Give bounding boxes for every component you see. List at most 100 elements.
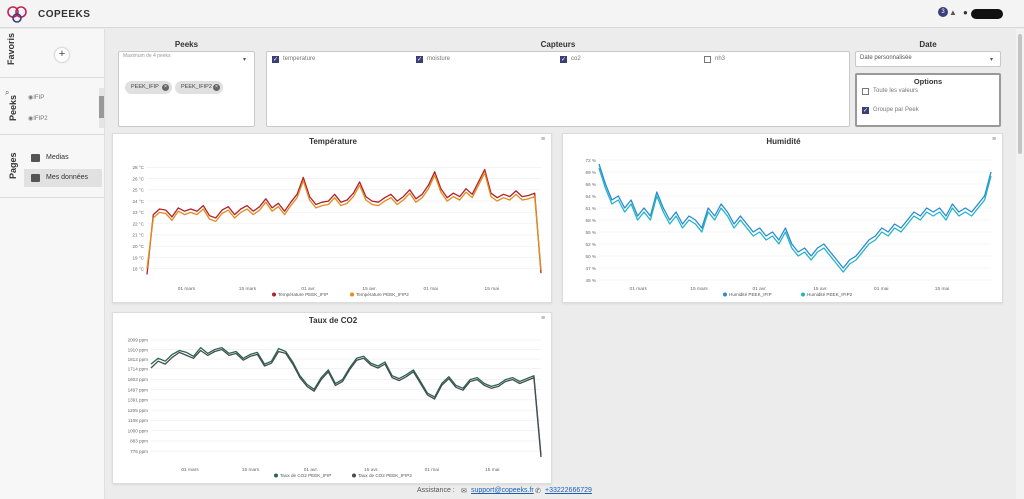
legend-label: Taux de CO2 PEEK_IFIP2 bbox=[358, 473, 412, 478]
y-tick-label: 22 °C bbox=[132, 221, 144, 226]
data-icon bbox=[31, 174, 40, 182]
dropdown-arrow-icon[interactable]: ▾ bbox=[990, 57, 994, 63]
media-icon bbox=[31, 154, 40, 162]
x-tick-label: 15 mars bbox=[242, 467, 260, 473]
x-tick-label: 15 avr. bbox=[813, 286, 827, 292]
x-tick-label: 15 mai bbox=[485, 467, 499, 473]
sidebar-item-mes-donnees[interactable]: Mes données bbox=[24, 169, 102, 187]
y-tick-label: 19 °C bbox=[132, 255, 144, 260]
peek-chip[interactable]: PEEK_IFIP × bbox=[125, 81, 172, 94]
support-phone-link[interactable]: +33222666729 bbox=[545, 487, 592, 494]
series-line bbox=[150, 346, 542, 456]
app-title: COPEEKS bbox=[38, 9, 91, 20]
y-tick-label: 72 % bbox=[586, 158, 596, 163]
checkbox-nh3[interactable] bbox=[704, 56, 711, 63]
sidebar-peek-item[interactable]: ◉IFIP2 bbox=[28, 116, 48, 122]
remove-chip-icon[interactable]: × bbox=[162, 84, 169, 91]
remove-chip-icon[interactable]: × bbox=[213, 84, 220, 91]
y-tick-label: 2009 ppm bbox=[128, 338, 149, 343]
x-tick-label: 01 avr. bbox=[301, 286, 315, 292]
y-tick-label: 21 °C bbox=[132, 233, 144, 238]
checkbox-label: nh3 bbox=[715, 56, 726, 62]
checkbox-co2[interactable] bbox=[560, 56, 567, 63]
co2-chart: 2009 ppm 1910 ppm 1812 ppm 1714 ppm 1603 ppm… bbox=[128, 338, 542, 478]
y-tick-label: 52 % bbox=[586, 242, 596, 247]
capteurs-filter-title: Capteurs bbox=[540, 40, 576, 49]
legend-marker bbox=[272, 292, 276, 297]
y-tick-label: 18 °C bbox=[132, 267, 144, 272]
sidebar-item-medias[interactable]: Medias bbox=[24, 149, 102, 167]
pages-label: Pages bbox=[8, 152, 18, 179]
temperature-chart: 28 °C 26 °C 25 °C 24 °C 23 °C 22 °C 21 °C 20 °C… bbox=[132, 165, 542, 297]
page-scroll-thumb[interactable] bbox=[1018, 34, 1022, 154]
support-email-link[interactable]: support@copeeks.fr bbox=[471, 487, 534, 494]
checkbox-label: moisture bbox=[427, 56, 451, 62]
y-tick-label: 28 °C bbox=[132, 165, 144, 170]
chart-title: Taux de CO2 bbox=[308, 316, 358, 325]
copeeks-logo-icon[interactable] bbox=[6, 4, 28, 24]
menu-icon[interactable]: ≡ bbox=[541, 136, 546, 143]
dropdown-arrow-icon[interactable]: ▾ bbox=[243, 57, 247, 63]
y-tick-label: 58 % bbox=[586, 218, 596, 223]
page-scrollbar[interactable] bbox=[1016, 29, 1024, 499]
y-tick-label: 26 °C bbox=[132, 176, 144, 181]
legend-marker bbox=[801, 292, 805, 297]
y-tick-label: 1205 ppm bbox=[128, 408, 149, 413]
peeks-selector-legend: Maximum de 4 peeks bbox=[123, 53, 171, 59]
mail-icon: ✉ bbox=[461, 488, 467, 495]
footer: Assistance : ✉ support@copeeks.fr ✆ +332… bbox=[105, 485, 1024, 499]
co2-chart-card: Taux de CO2 ≡ 2009 ppm 1910 ppm 1812 ppm 17… bbox=[112, 312, 552, 484]
y-tick-label: 1714 ppm bbox=[128, 366, 149, 371]
x-tick-label: 15 mars bbox=[690, 286, 708, 292]
humidity-chart: 72 % 69 % 66 % 64 % 61 % 58 % 55 % 52 % 50 % 47 %… bbox=[586, 158, 992, 297]
series-line bbox=[598, 163, 992, 269]
y-tick-label: 24 °C bbox=[132, 199, 144, 204]
peek-chip[interactable]: PEEK_IFIP2 × bbox=[175, 81, 223, 94]
y-tick-label: 23 °C bbox=[132, 210, 144, 215]
checkbox-groupe-par-peek[interactable] bbox=[862, 107, 869, 114]
x-tick-label: 15 mars bbox=[239, 286, 257, 292]
checkbox-toute-les-valeurs[interactable] bbox=[862, 88, 869, 95]
peeks-filter-title: Peeks bbox=[174, 40, 199, 49]
legend-marker bbox=[352, 473, 356, 478]
x-tick-label: 15 mai bbox=[485, 286, 499, 292]
top-bar: COPEEKS 3 ▲ ● bbox=[0, 0, 1024, 28]
x-tick-label: 01 mars bbox=[181, 467, 199, 473]
y-tick-label: 25 °C bbox=[132, 188, 144, 193]
x-tick-label: 01 avr. bbox=[753, 286, 767, 292]
notification-badge[interactable]: 3 bbox=[938, 7, 948, 17]
search-icon[interactable]: ⌕ bbox=[5, 88, 10, 97]
series-line bbox=[150, 348, 542, 458]
legend-marker bbox=[723, 292, 727, 297]
checkbox-moisture[interactable] bbox=[416, 56, 423, 63]
date-select[interactable]: Date personnalisée ▾ bbox=[855, 51, 1001, 67]
add-favorite-button[interactable]: + bbox=[55, 48, 69, 62]
sidebar: Favoris + ⌕ Peeks ◉IFIP ◉IFIP2 Pages Med… bbox=[0, 29, 105, 499]
series-line bbox=[146, 172, 542, 270]
y-tick-label: 1812 ppm bbox=[128, 357, 149, 362]
checkbox-temperature[interactable] bbox=[272, 56, 279, 63]
options-panel: Options bbox=[855, 73, 1001, 127]
date-select-value: Date personnalisée bbox=[860, 55, 912, 61]
sidebar-peek-item[interactable]: ◉IFIP bbox=[28, 95, 45, 101]
x-tick-label: 01 mai bbox=[874, 286, 888, 292]
bell-icon[interactable]: ▲ bbox=[949, 8, 957, 17]
legend-label: Taux de CO2 PEEK_IFIP bbox=[280, 473, 331, 478]
y-tick-label: 61 % bbox=[586, 206, 596, 211]
legend-label: Température PEEK_IFIP2 bbox=[356, 292, 409, 297]
capteurs-panel bbox=[266, 51, 850, 127]
user-name-redacted[interactable] bbox=[971, 9, 1003, 19]
y-tick-label: 1000 ppm bbox=[128, 428, 149, 433]
peeks-scroll-thumb[interactable] bbox=[99, 96, 104, 118]
y-tick-label: 1910 ppm bbox=[128, 347, 149, 352]
temperature-chart-card: Température ≡ 28 °C 26 °C 25 °C 24 °C 23 °C 2… bbox=[112, 133, 552, 303]
menu-icon[interactable]: ≡ bbox=[992, 136, 997, 143]
legend-marker bbox=[350, 292, 354, 297]
y-tick-label: 55 % bbox=[586, 230, 596, 235]
menu-icon[interactable]: ≡ bbox=[541, 315, 546, 322]
legend-label: Humidité PEEK_IFIP bbox=[729, 292, 772, 297]
user-icon[interactable]: ● bbox=[963, 8, 968, 17]
divider bbox=[0, 134, 105, 135]
chart-title: Température bbox=[309, 137, 357, 146]
legend-label: Température PEEK_IFIP bbox=[278, 292, 328, 297]
